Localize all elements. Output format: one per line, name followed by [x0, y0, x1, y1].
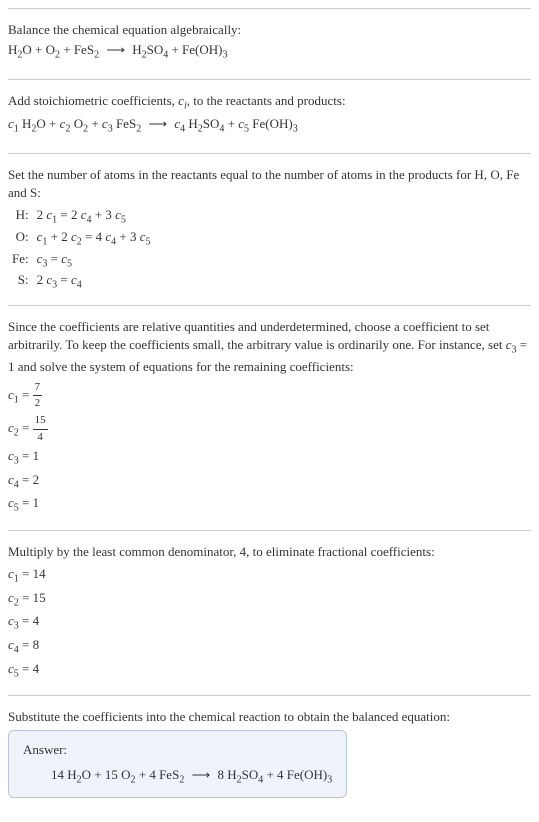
element-label: H: [8, 206, 33, 228]
balance-equation: 2 c3 = c4 [33, 271, 155, 293]
coefficient-row: c3 = 4 [8, 612, 531, 634]
element-label: S: [8, 271, 33, 293]
coefficient-row: c2 = 154 [8, 413, 531, 445]
intro-text: Substitute the coefficients into the che… [8, 708, 531, 726]
intro-text: Multiply by the least common denominator… [8, 543, 531, 561]
coefficient-equation: c1 H2O + c2 O2 + c3 FeS2 ⟶ c4 H2SO4 + c5… [8, 115, 531, 137]
intro-text: Balance the chemical equation algebraica… [8, 21, 531, 39]
coefficient-row: c3 = 1 [8, 447, 531, 469]
atom-balance-table: H:2 c1 = 2 c4 + 3 c5O:c1 + 2 c2 = 4 c4 +… [8, 206, 155, 292]
section-atom-balance: Set the number of atoms in the reactants… [8, 153, 531, 305]
answer-box: Answer: 14 H2O + 15 O2 + 4 FeS2 ⟶ 8 H2SO… [8, 730, 347, 798]
balance-equation: c3 = c5 [33, 250, 155, 272]
coefficient-row: c1 = 14 [8, 565, 531, 587]
section-answer: Substitute the coefficients into the che… [8, 695, 531, 810]
coefficient-row: c5 = 1 [8, 494, 531, 516]
balance-equation: c1 + 2 c2 = 4 c4 + 3 c5 [33, 228, 155, 250]
section-solve: Since the coefficients are relative quan… [8, 305, 531, 530]
element-label: O: [8, 228, 33, 250]
atom-table-body: H:2 c1 = 2 c4 + 3 c5O:c1 + 2 c2 = 4 c4 +… [8, 206, 155, 292]
coefficient-row: c4 = 8 [8, 636, 531, 658]
coefficient-row: c5 = 4 [8, 660, 531, 682]
section-balance-intro: Balance the chemical equation algebraica… [8, 8, 531, 79]
coefficient-row: c2 = 15 [8, 589, 531, 611]
intro-text: Since the coefficients are relative quan… [8, 318, 531, 376]
coefficient-row: c1 = 72 [8, 380, 531, 412]
atom-row: S:2 c3 = c4 [8, 271, 155, 293]
coefficient-list-fractional: c1 = 72c2 = 154c3 = 1c4 = 2c5 = 1 [8, 380, 531, 516]
intro-text: Add stoichiometric coefficients, ci, to … [8, 92, 531, 114]
coefficient-list-integer: c1 = 14c2 = 15c3 = 4c4 = 8c5 = 4 [8, 565, 531, 681]
balance-equation: 2 c1 = 2 c4 + 3 c5 [33, 206, 155, 228]
atom-row: O:c1 + 2 c2 = 4 c4 + 3 c5 [8, 228, 155, 250]
answer-label: Answer: [23, 741, 332, 759]
coefficient-row: c4 = 2 [8, 471, 531, 493]
balanced-equation: 14 H2O + 15 O2 + 4 FeS2 ⟶ 8 H2SO4 + 4 Fe… [23, 766, 332, 788]
element-label: Fe: [8, 250, 33, 272]
section-lcm: Multiply by the least common denominator… [8, 530, 531, 695]
atom-row: H:2 c1 = 2 c4 + 3 c5 [8, 206, 155, 228]
atom-row: Fe:c3 = c5 [8, 250, 155, 272]
intro-text: Set the number of atoms in the reactants… [8, 166, 531, 202]
section-stoichiometric: Add stoichiometric coefficients, ci, to … [8, 79, 531, 153]
unbalanced-equation: H2O + O2 + FeS2 ⟶ H2SO4 + Fe(OH)3 [8, 41, 531, 63]
